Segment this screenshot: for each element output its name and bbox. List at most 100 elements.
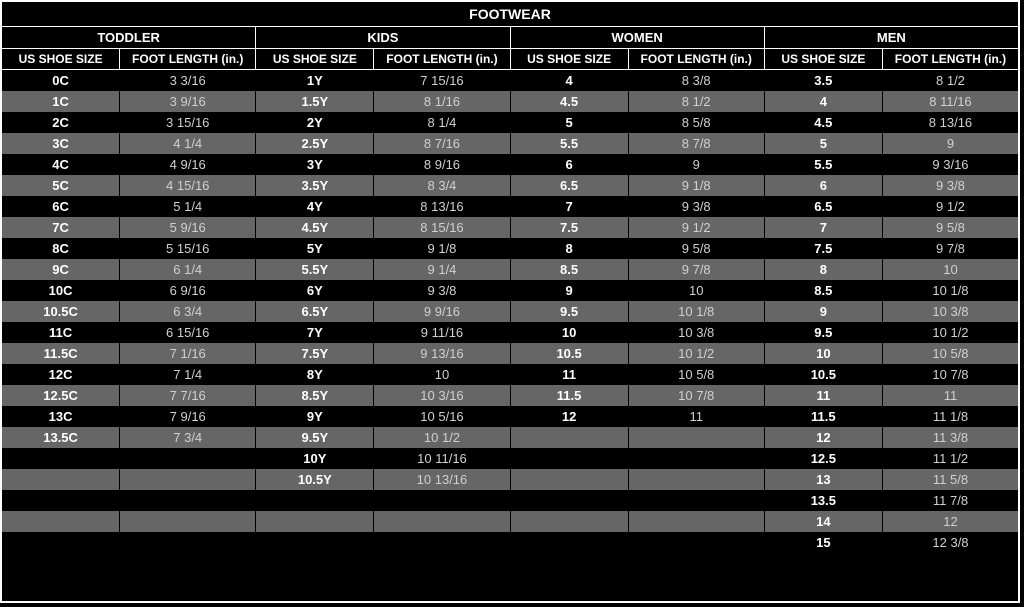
table-row: 13.5C7 3/49.5Y10 1/21211 3/8 — [2, 427, 1018, 448]
col-header-size: US SHOE SIZE — [765, 49, 883, 69]
column-header-row: US SHOE SIZEFOOT LENGTH (in.)US SHOE SIZ… — [2, 49, 1018, 70]
length-cell: 10 1/2 — [629, 343, 765, 364]
length-cell: 11 5/8 — [883, 469, 1018, 490]
size-cell: 4Y — [256, 196, 374, 217]
size-cell: 3C — [2, 133, 120, 154]
size-cell: 5.5 — [765, 154, 883, 175]
size-cell: 8 — [511, 238, 629, 259]
length-cell: 9 7/8 — [629, 259, 765, 280]
length-cell: 8 9/16 — [374, 154, 510, 175]
length-cell: 8 13/16 — [374, 196, 510, 217]
length-cell — [374, 511, 510, 532]
length-cell: 3 9/16 — [120, 91, 256, 112]
table-row: 10Y10 11/1612.511 1/2 — [2, 448, 1018, 469]
size-cell: 4.5 — [765, 112, 883, 133]
table-row: 12C7 1/48Y101110 5/810.510 7/8 — [2, 364, 1018, 385]
size-cell — [511, 532, 629, 553]
size-cell: 10.5Y — [256, 469, 374, 490]
length-cell: 8 1/2 — [883, 70, 1018, 91]
size-cell — [2, 490, 120, 511]
table-row: 9C6 1/45.5Y9 1/48.59 7/8810 — [2, 259, 1018, 280]
size-cell — [511, 469, 629, 490]
col-header-length: FOOT LENGTH (in.) — [883, 49, 1018, 69]
length-cell: 10 3/16 — [374, 385, 510, 406]
length-cell: 10 5/8 — [883, 343, 1018, 364]
size-cell: 13C — [2, 406, 120, 427]
length-cell: 6 1/4 — [120, 259, 256, 280]
length-cell — [629, 532, 765, 553]
length-cell: 5 1/4 — [120, 196, 256, 217]
size-cell — [2, 469, 120, 490]
length-cell: 10 1/8 — [629, 301, 765, 322]
size-cell: 13.5 — [765, 490, 883, 511]
size-cell: 5 — [765, 133, 883, 154]
length-cell — [629, 448, 765, 469]
table-row: 11.5C7 1/167.5Y9 13/1610.510 1/21010 5/8 — [2, 343, 1018, 364]
length-cell — [120, 469, 256, 490]
size-cell: 11.5 — [765, 406, 883, 427]
table-row: 11C6 15/167Y9 11/161010 3/89.510 1/2 — [2, 322, 1018, 343]
col-header-size: US SHOE SIZE — [256, 49, 374, 69]
length-cell: 10 13/16 — [374, 469, 510, 490]
size-cell: 2C — [2, 112, 120, 133]
size-cell — [511, 448, 629, 469]
length-cell — [120, 511, 256, 532]
length-cell: 10 5/16 — [374, 406, 510, 427]
size-cell: 4C — [2, 154, 120, 175]
length-cell: 10 — [374, 364, 510, 385]
length-cell: 11 — [629, 406, 765, 427]
size-cell: 1Y — [256, 70, 374, 91]
length-cell: 8 15/16 — [374, 217, 510, 238]
size-cell: 11.5 — [511, 385, 629, 406]
table-row: 6C5 1/44Y8 13/1679 3/86.59 1/2 — [2, 196, 1018, 217]
size-cell: 4 — [765, 91, 883, 112]
length-cell — [120, 448, 256, 469]
size-cell: 10 — [511, 322, 629, 343]
length-cell: 9 7/8 — [883, 238, 1018, 259]
col-header-size: US SHOE SIZE — [2, 49, 120, 69]
size-cell: 13.5C — [2, 427, 120, 448]
size-cell: 9.5 — [511, 301, 629, 322]
size-cell: 2.5Y — [256, 133, 374, 154]
length-cell: 9 3/8 — [883, 175, 1018, 196]
length-cell — [629, 511, 765, 532]
length-cell: 8 1/4 — [374, 112, 510, 133]
length-cell: 11 7/8 — [883, 490, 1018, 511]
length-cell — [629, 490, 765, 511]
chart-title: FOOTWEAR — [2, 2, 1018, 27]
table-row: 10.5C6 3/46.5Y9 9/169.510 1/8910 3/8 — [2, 301, 1018, 322]
length-cell: 10 1/8 — [883, 280, 1018, 301]
length-cell: 9 1/2 — [883, 196, 1018, 217]
length-cell: 9 11/16 — [374, 322, 510, 343]
length-cell: 11 1/8 — [883, 406, 1018, 427]
length-cell: 11 3/8 — [883, 427, 1018, 448]
size-cell — [2, 511, 120, 532]
length-cell — [629, 427, 765, 448]
length-cell: 11 1/2 — [883, 448, 1018, 469]
length-cell: 7 1/16 — [120, 343, 256, 364]
size-cell — [256, 490, 374, 511]
length-cell: 9 5/8 — [629, 238, 765, 259]
size-cell: 11 — [765, 385, 883, 406]
length-cell: 3 15/16 — [120, 112, 256, 133]
size-cell: 8C — [2, 238, 120, 259]
size-cell: 0C — [2, 70, 120, 91]
length-cell: 4 1/4 — [120, 133, 256, 154]
size-cell — [256, 532, 374, 553]
length-cell: 8 3/4 — [374, 175, 510, 196]
length-cell: 6 9/16 — [120, 280, 256, 301]
length-cell: 5 9/16 — [120, 217, 256, 238]
length-cell: 8 1/16 — [374, 91, 510, 112]
size-cell: 5C — [2, 175, 120, 196]
size-cell — [256, 511, 374, 532]
length-cell: 11 — [883, 385, 1018, 406]
size-cell: 7 — [765, 217, 883, 238]
length-cell: 9 1/8 — [374, 238, 510, 259]
size-cell: 3.5Y — [256, 175, 374, 196]
length-cell: 7 15/16 — [374, 70, 510, 91]
length-cell: 10 5/8 — [629, 364, 765, 385]
length-cell: 3 3/16 — [120, 70, 256, 91]
size-cell: 8.5Y — [256, 385, 374, 406]
table-row: 8C5 15/165Y9 1/889 5/87.59 7/8 — [2, 238, 1018, 259]
size-cell: 9.5 — [765, 322, 883, 343]
